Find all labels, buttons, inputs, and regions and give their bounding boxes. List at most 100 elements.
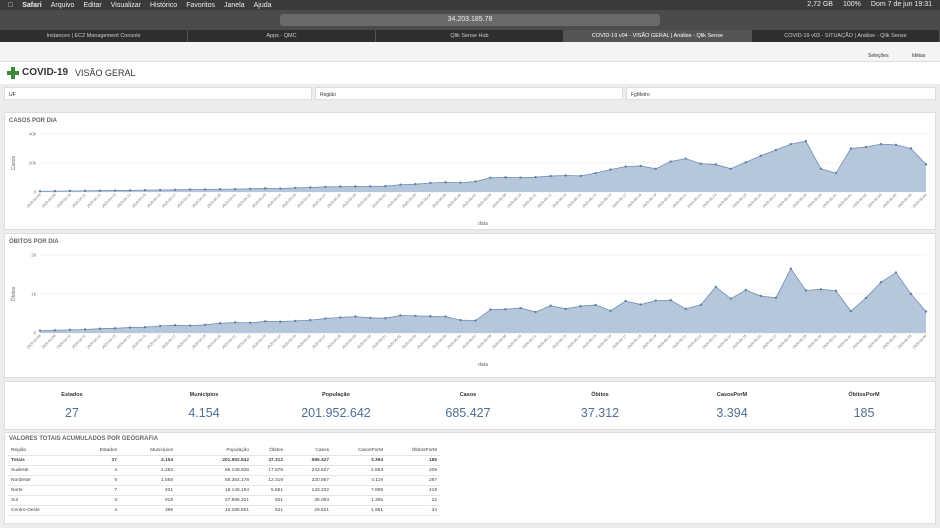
filter[interactable]: Região (315, 87, 623, 100)
menu-item[interactable]: Favoritos (180, 1, 215, 9)
kpi-value: 37.312 (580, 406, 620, 420)
table-cell: 22 (386, 495, 440, 506)
x-tick-label: 2020-04-14 (116, 334, 132, 350)
point (864, 296, 868, 300)
filter[interactable]: UF (4, 87, 312, 100)
menu-item[interactable]: Janela (218, 1, 245, 9)
point (849, 309, 853, 313)
point (128, 326, 132, 329)
x-tick-label: 2020-05-02 (386, 334, 402, 350)
table-row: Região Estados Municípios População Óbitos Ca… (8, 446, 440, 456)
table-cell: 4.119 (332, 475, 386, 486)
point (279, 187, 282, 190)
point (669, 299, 672, 302)
y-axis-label: Casos (11, 155, 17, 170)
table-title: VALORES TOTAIS ACUMULADOS POR GEOGRAFIA (9, 436, 159, 442)
table-cell: ÓbitosPorM (386, 446, 440, 456)
point (894, 143, 898, 147)
point (744, 161, 747, 164)
table-cell: 3.394 (332, 455, 386, 466)
point (414, 182, 417, 186)
menu-item[interactable]: Editar (78, 1, 101, 9)
point (264, 187, 267, 190)
selections-button[interactable]: Seleções (868, 53, 889, 59)
x-tick-label: 2020-05-24 (717, 334, 733, 350)
menu-item[interactable]: Histórico (144, 1, 177, 9)
kpi: Municípios 4.154 (144, 392, 264, 420)
x-tick-label: 2020-05-20 (657, 193, 673, 209)
kpi: ÓbitosPorM 185 (804, 392, 924, 420)
point (579, 174, 582, 178)
point (774, 148, 778, 152)
point (234, 187, 237, 191)
kpi-label: Casos (459, 392, 477, 398)
area (40, 268, 926, 333)
point (414, 314, 417, 318)
point (219, 188, 222, 191)
x-tick-label: 2020-06-01 (837, 193, 853, 209)
insights-button[interactable]: Idéias (912, 53, 926, 59)
point (849, 147, 853, 150)
kpi: Estados 27 (12, 392, 132, 420)
point (113, 189, 117, 192)
x-tick-label: 2020-05-29 (792, 193, 808, 209)
point (354, 315, 357, 318)
table-cell: 12.319 (252, 475, 286, 486)
point (203, 323, 207, 327)
point (774, 296, 778, 300)
x-tick-label: 2020-05-12 (536, 193, 552, 209)
x-tick-label: 2020-06-02 (852, 193, 868, 209)
x-tick-label: 2020-04-23 (251, 193, 267, 209)
filter[interactable]: FgMetro (626, 87, 936, 100)
point (128, 189, 132, 192)
address-bar[interactable]: 34.203.185.78 (280, 14, 660, 26)
x-tick-label: 2020-05-05 (431, 193, 447, 209)
x-tick-label: 2020-04-21 (221, 334, 237, 350)
y-tick-label: 2k (31, 253, 37, 258)
point (249, 321, 252, 325)
tab[interactable]: Instances | EC2 Management Console (0, 30, 188, 42)
table-cell: 601 (252, 495, 286, 506)
point (384, 185, 387, 188)
point (158, 324, 162, 328)
x-tick-label: 2020-05-27 (762, 193, 778, 209)
menu-item[interactable]: Arquivo (45, 1, 75, 9)
x-tick-label: 2020-06-01 (837, 334, 853, 350)
table-row: Norte 7 401 18.146.194 5.551 143.332 7.898 419 (8, 485, 440, 496)
tab[interactable]: COVID-19 v04 - VISÃO GERAL | Análise - Q… (564, 30, 752, 42)
table-cell: 386 (120, 505, 176, 516)
table-cell: 185 (386, 455, 440, 466)
x-tick-label: 2020-05-18 (627, 193, 643, 209)
menu-item[interactable]: Ajuda (248, 1, 272, 9)
menu-item[interactable]: Safari (17, 1, 41, 9)
table-cell: 3 (68, 495, 120, 506)
table-cell: 2.863 (332, 465, 386, 476)
point (894, 271, 898, 274)
point (714, 163, 717, 166)
point (864, 145, 868, 149)
tab[interactable]: Qlik Sense Hub (376, 30, 564, 42)
table-cell: Casos (286, 446, 332, 456)
point (429, 315, 432, 318)
menu-item[interactable]: Visualizar (105, 1, 141, 9)
kpi-value: 4.154 (188, 406, 220, 420)
x-tick-label: 2020-05-27 (762, 334, 778, 350)
x-tick-label: 2020-05-23 (702, 334, 718, 350)
point (684, 307, 687, 311)
x-tick-label: 2020-05-14 (566, 193, 582, 209)
table-row: Sudeste 4 1.282 85.148.938 17.876 243.627 2.86… (8, 465, 440, 476)
table-cell: 220.857 (286, 475, 332, 486)
point (339, 316, 342, 319)
tab[interactable]: Apps - QMC (188, 30, 376, 42)
x-tick-label: 2020-05-10 (506, 334, 522, 350)
point (504, 308, 507, 311)
kpi-value: 201.952.642 (301, 406, 371, 420)
x-tick-label: 2020-05-20 (657, 334, 673, 350)
table-cell: Estados (68, 446, 120, 456)
y-tick-label: 40k (29, 132, 37, 137)
table-cell: 1.951 (332, 505, 386, 516)
x-tick-label: 2020-04-26 (296, 334, 312, 350)
x-tick-label: 2020-04-19 (191, 193, 207, 209)
chart-title: CASOS POR DIA (9, 118, 58, 124)
point (534, 176, 537, 179)
